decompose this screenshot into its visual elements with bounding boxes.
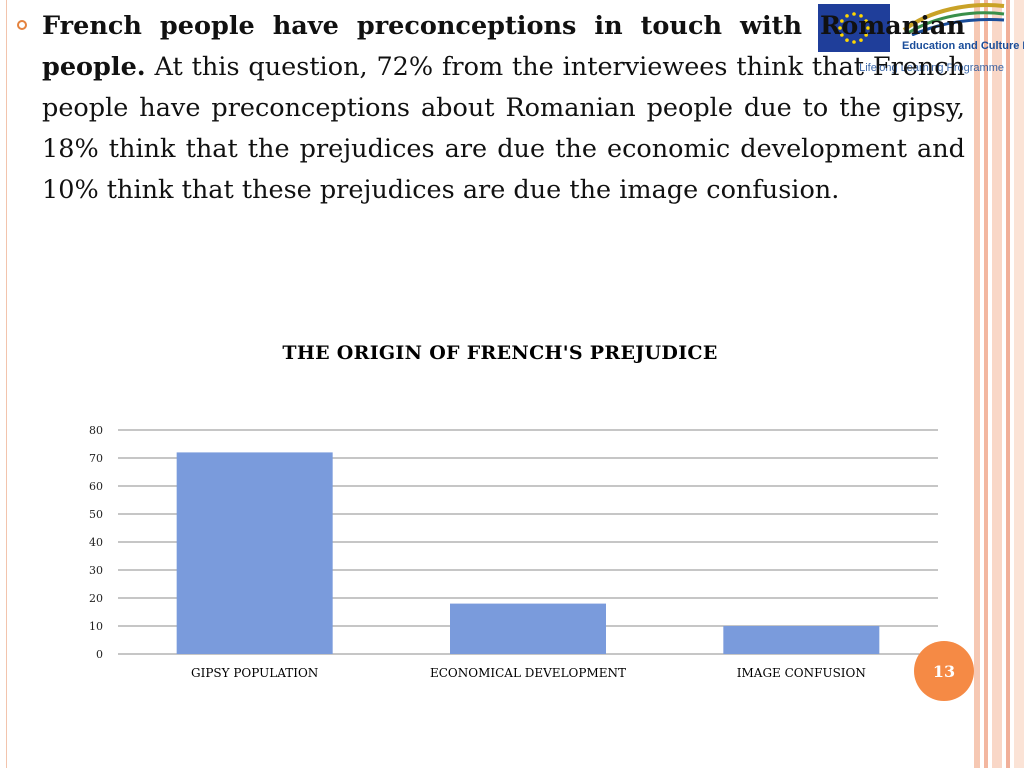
y-tick-label: 80 xyxy=(89,424,103,437)
eu-star xyxy=(845,14,849,18)
eu-star xyxy=(859,38,863,42)
eu-star xyxy=(864,33,868,37)
y-tick-label: 60 xyxy=(89,480,103,493)
chart-title: THE ORIGIN OF FRENCH'S PREJUDICE xyxy=(282,342,718,364)
eu-star xyxy=(840,33,844,37)
eu-star xyxy=(845,38,849,42)
eu-logo: Education and Culture DG Lifelong Learni… xyxy=(818,0,1024,80)
decorative-stripes xyxy=(974,0,1024,768)
bar xyxy=(176,452,333,654)
bullet-icon xyxy=(17,20,27,30)
x-category-label: ECONOMICAL DEVELOPMENT xyxy=(430,666,626,680)
logo-text-dg: Education and Culture DG xyxy=(902,40,1024,52)
slide-paragraph: At this question, 72% from the interview… xyxy=(42,52,965,205)
y-tick-label: 50 xyxy=(89,508,103,521)
slide-body-text: French people have preconceptions in tou… xyxy=(42,6,965,211)
eu-star xyxy=(840,19,844,23)
eu-flag-icon xyxy=(818,4,890,52)
y-tick-label: 30 xyxy=(89,564,103,577)
eu-star xyxy=(866,26,870,30)
stripe xyxy=(992,0,1002,768)
eu-star xyxy=(859,14,863,18)
eu-star xyxy=(852,12,856,16)
y-tick-label: 40 xyxy=(89,536,103,549)
x-category-label: IMAGE CONFUSION xyxy=(737,666,866,680)
eu-star xyxy=(852,40,856,44)
y-tick-label: 70 xyxy=(89,452,103,465)
slide-heading: French people have preconceptions in tou… xyxy=(42,11,965,82)
bar-chart: 0 10 20 30 40 50 60 70 80 GIPSY POPULATION ECONOMI… xyxy=(89,424,938,680)
eu-star xyxy=(838,26,842,30)
y-tick-label: 0 xyxy=(96,648,103,661)
eu-star xyxy=(864,19,868,23)
y-tick-label: 10 xyxy=(89,620,103,633)
stripe xyxy=(984,0,988,768)
logo-text-programme: Lifelong Learning Programme xyxy=(859,62,1004,74)
bar xyxy=(450,603,606,654)
stripe xyxy=(1014,0,1024,768)
y-tick-label: 20 xyxy=(89,592,103,605)
bar xyxy=(723,626,880,654)
x-category-label: GIPSY POPULATION xyxy=(191,666,318,680)
stripe xyxy=(974,0,980,768)
page-number-badge: 13 xyxy=(914,641,974,701)
logo-swoosh-icon xyxy=(902,3,1005,36)
stripe xyxy=(1006,0,1010,768)
left-border-line xyxy=(6,0,7,768)
